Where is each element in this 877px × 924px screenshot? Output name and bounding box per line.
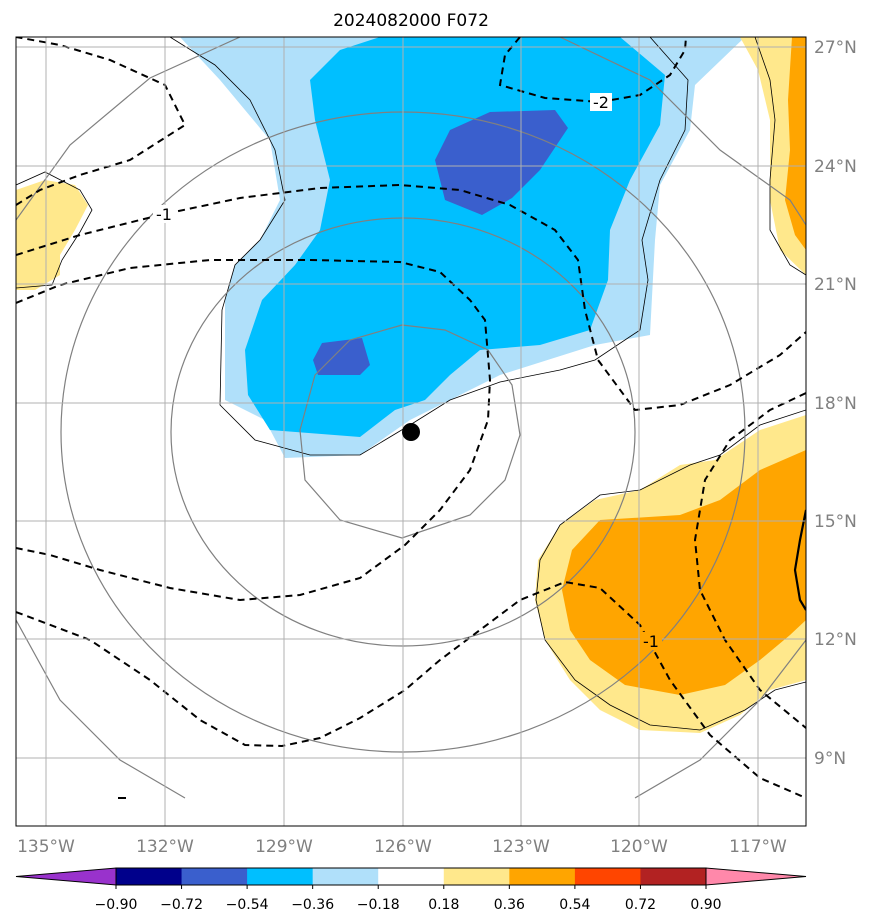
lat-tick-labels: 27°N 24°N 21°N 18°N 15°N 12°N 9°N xyxy=(814,38,857,769)
contour-label: -2 xyxy=(593,93,609,112)
lat-tick-label: 24°N xyxy=(814,157,857,177)
anomaly-orange-northeast xyxy=(785,37,806,250)
lon-tick-label: 135°W xyxy=(17,837,75,857)
colorbar-segment xyxy=(640,868,707,885)
colorbar-segment xyxy=(181,868,248,885)
colorbar-segment xyxy=(443,868,510,885)
colorbar-tick-label: 0.36 xyxy=(494,897,525,913)
colorbar-tick-label: −0.54 xyxy=(226,897,269,913)
lon-tick-label: 123°W xyxy=(492,837,550,857)
colorbar-segment xyxy=(116,868,183,885)
lon-tick-label: 120°W xyxy=(610,837,668,857)
lat-tick-label: 21°N xyxy=(814,275,857,295)
lon-tick-label: 117°W xyxy=(729,837,787,857)
colorbar-segment xyxy=(312,868,379,885)
colorbar-extend-max xyxy=(705,867,807,886)
map-area: -2 -1 -1 xyxy=(16,37,806,826)
colorbar-tick-label: 0.18 xyxy=(428,897,459,913)
contour-label: -1 xyxy=(156,205,172,224)
colorbar-tick-label: −0.72 xyxy=(160,897,203,913)
colorbar: −0.90 −0.72 −0.54 −0.36 −0.18 0.18 0.36 0.54 0.7… xyxy=(15,867,807,913)
storm-center-marker xyxy=(402,423,420,441)
chart-title: 2024082000 F072 xyxy=(333,11,489,31)
colorbar-tick-label: 0.90 xyxy=(690,897,721,913)
colorbar-tick-label: 0.72 xyxy=(625,897,656,913)
contour-label: -1 xyxy=(643,632,659,651)
anomaly-orange-southeast xyxy=(562,450,806,695)
anomaly-yellow-west xyxy=(16,180,88,290)
colorbar-frame xyxy=(115,867,707,886)
colorbar-tick-label: −0.18 xyxy=(357,897,400,913)
lat-tick-label: 18°N xyxy=(814,394,857,414)
colorbar-segment xyxy=(574,868,641,885)
colorbar-tick-label: 0.54 xyxy=(559,897,590,913)
colorbar-tick-label: −0.36 xyxy=(291,897,334,913)
lon-tick-label: 132°W xyxy=(136,837,194,857)
anomaly-medium-blue-small xyxy=(313,338,370,375)
lat-tick-label: 15°N xyxy=(814,512,857,532)
solid-contour-east xyxy=(793,509,806,611)
lat-tick-label: 12°N xyxy=(814,630,857,650)
colorbar-tick-label: −0.90 xyxy=(95,897,138,913)
lat-tick-label: 27°N xyxy=(814,38,857,58)
lon-tick-label: 129°W xyxy=(255,837,313,857)
map-frame xyxy=(15,36,807,827)
colorbar-segment xyxy=(378,868,445,885)
lon-tick-label: 126°W xyxy=(374,837,432,857)
colorbar-extend-min xyxy=(15,867,117,886)
lon-tick-labels: 135°W 132°W 129°W 126°W 123°W 120°W 117°… xyxy=(17,837,787,857)
gridlines xyxy=(16,37,806,826)
colorbar-segment xyxy=(247,868,314,885)
dashed-contours xyxy=(16,37,806,799)
zero-contours xyxy=(16,37,806,731)
lat-tick-label: 9°N xyxy=(814,749,846,769)
colorbar-segment xyxy=(509,868,576,885)
